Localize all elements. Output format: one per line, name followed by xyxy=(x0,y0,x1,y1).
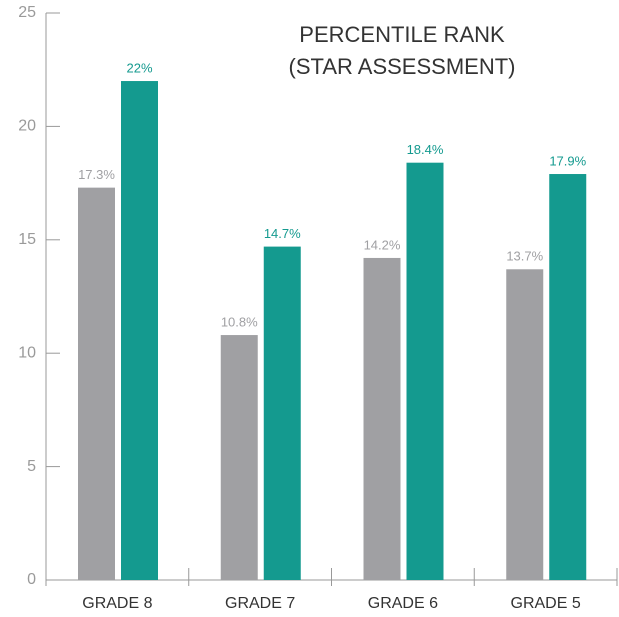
chart-title: PERCENTILE RANK xyxy=(299,22,505,47)
value-label: 14.7% xyxy=(264,226,301,241)
value-label: 18.4% xyxy=(407,142,444,157)
bar xyxy=(220,335,258,580)
bar xyxy=(263,246,301,580)
x-tick-label: GRADE 8 xyxy=(82,595,152,612)
bar xyxy=(406,162,444,581)
value-label: 17.9% xyxy=(549,153,586,168)
bar xyxy=(506,269,544,580)
y-tick-label: 20 xyxy=(18,118,36,135)
chart-title: (STAR ASSESSMENT) xyxy=(289,54,516,79)
value-label: 17.3% xyxy=(78,167,115,182)
y-tick-label: 5 xyxy=(27,458,36,475)
bar xyxy=(363,257,401,580)
value-label: 13.7% xyxy=(506,249,543,264)
value-label: 10.8% xyxy=(221,314,258,329)
bar xyxy=(121,81,158,580)
value-label: 14.2% xyxy=(364,237,401,252)
x-tick-label: GRADE 7 xyxy=(225,595,295,612)
x-tick-label: GRADE 5 xyxy=(511,595,581,612)
y-tick-label: 25 xyxy=(18,4,36,21)
bar xyxy=(78,187,115,581)
value-label: 22% xyxy=(126,60,152,75)
y-tick-label: 10 xyxy=(18,344,36,361)
x-tick-label: GRADE 6 xyxy=(368,595,438,612)
bar xyxy=(549,174,587,580)
y-tick-label: 0 xyxy=(27,571,36,588)
y-tick-label: 15 xyxy=(18,231,36,248)
